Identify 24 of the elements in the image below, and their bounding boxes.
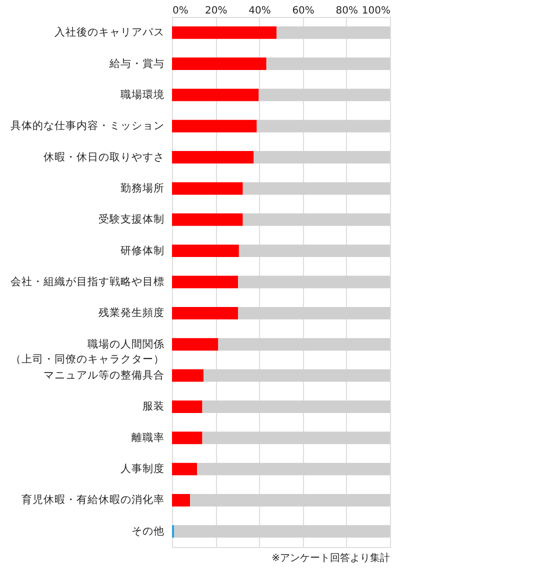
y-tick-label: 勤務場所 bbox=[120, 181, 164, 194]
x-tick-label: 0% bbox=[172, 6, 188, 16]
y-tick-label: 入社後のキャリアパス bbox=[54, 26, 164, 39]
y-tick-label: 休暇・休日の取りやすさ bbox=[44, 151, 164, 164]
y-tick-label: 職場環境 bbox=[120, 88, 164, 101]
y-tick-label: 給与・賞与 bbox=[108, 56, 164, 70]
y-tick-label: 残業発生頻度 bbox=[98, 306, 164, 320]
y-tick-label: 受験支援体制 bbox=[98, 212, 164, 226]
x-tick-label: 40% bbox=[248, 6, 271, 16]
x-tick-label: 20% bbox=[204, 6, 228, 16]
y-tick-label: 育児休暇・有給休暇の消化率 bbox=[22, 493, 164, 506]
x-tick-label: 80% bbox=[336, 6, 358, 16]
x-tick-label: 100% bbox=[362, 6, 390, 16]
y-tick-label: 人事制度 bbox=[120, 462, 164, 476]
y-tick-label: 服装 bbox=[142, 400, 164, 413]
y-tick-label: マニュアル等の整備具合 bbox=[44, 368, 164, 382]
x-tick-label: 60% bbox=[292, 6, 314, 16]
y-tick-label: その他 bbox=[132, 525, 164, 538]
text: ※アンケート回答より集計 bbox=[272, 552, 390, 564]
y-tick-label: 研修体制 bbox=[120, 244, 164, 257]
y-tick-label: 会社・組織が目指す戦略や目標 bbox=[10, 275, 164, 288]
y-tick-label: 職場の人間関係（上司・同僚のキャラクター） bbox=[10, 337, 164, 366]
y-tick-label: 具体的な仕事内容・ミッション bbox=[10, 119, 164, 132]
y-tick-label: 離職率 bbox=[132, 430, 164, 444]
